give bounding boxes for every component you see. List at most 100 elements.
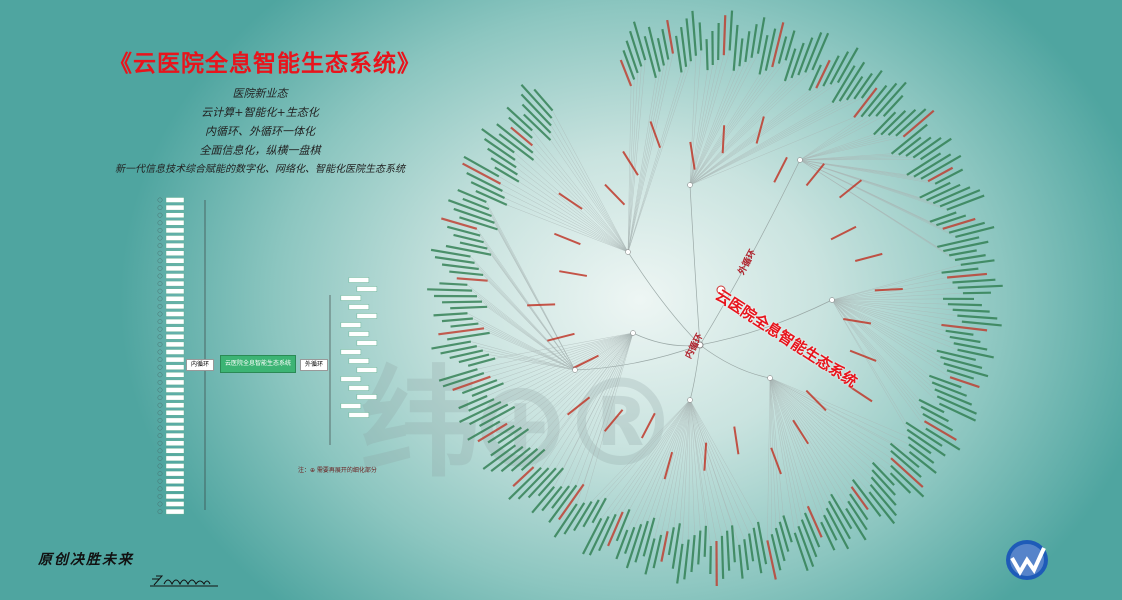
mindmap-leaf <box>165 486 185 492</box>
radial-branch-label <box>558 192 583 210</box>
mindmap-leaf <box>340 403 362 409</box>
radial-edge <box>799 157 914 161</box>
mindmap-expand-icon <box>157 288 163 294</box>
radial-leaf-label <box>860 84 888 118</box>
radial-leaf-label <box>490 428 530 457</box>
mindmap-expand-icon <box>157 235 163 241</box>
mindmap-leaf <box>165 364 185 370</box>
radial-edge <box>831 299 924 415</box>
mindmap-leaf <box>165 204 185 211</box>
radial-edge <box>689 85 824 186</box>
radial-leaf-label <box>661 28 670 60</box>
radial-branch-label <box>838 179 863 199</box>
radial-leaf-label <box>778 521 790 552</box>
radial-leaf-label <box>705 39 709 71</box>
radial-edge <box>799 159 947 210</box>
radial-leaf-label <box>690 535 696 573</box>
radial-edge <box>482 350 576 371</box>
radial-leaf-label <box>905 421 943 447</box>
radial-edge <box>689 59 719 186</box>
radial-edge <box>831 287 958 301</box>
radial-branch-label <box>603 409 624 432</box>
mindmap-leaf <box>165 326 185 332</box>
radial-leaf-label <box>905 136 932 157</box>
radial-edge <box>615 399 691 515</box>
radial-leaf-label <box>908 451 937 474</box>
radial-leaf-label <box>490 157 518 176</box>
mindmap-leaf <box>165 296 185 302</box>
mindmap-leaf <box>165 197 185 203</box>
radial-edge <box>528 332 634 430</box>
radial-edge <box>831 299 942 326</box>
radial-edge <box>769 377 830 502</box>
radial-leaf-label <box>632 21 647 61</box>
radial-edge <box>476 228 576 371</box>
mindmap-expand-icon <box>157 471 163 476</box>
radial-leaf-label <box>477 422 508 443</box>
radial-edge <box>769 377 910 445</box>
mindmap-leaf <box>165 455 185 462</box>
radial-leaf-label <box>860 70 883 99</box>
radial-leaf-label <box>867 82 898 117</box>
radial-leaf-label <box>510 448 539 472</box>
radial-edge <box>799 159 956 261</box>
radial-leaf-label <box>730 525 736 563</box>
mindmap-expand-icon <box>157 296 163 302</box>
radial-hub-node <box>767 375 773 381</box>
mindmap-leaf <box>165 220 185 226</box>
radial-edge <box>576 332 634 486</box>
mindmap-leaf <box>348 331 370 337</box>
radial-leaf-label <box>902 109 935 138</box>
radial-edge <box>799 155 907 161</box>
mindmap-leaf <box>165 303 185 310</box>
radial-edge <box>831 282 953 301</box>
radial-leaf-label <box>598 513 617 552</box>
radial-leaf-label <box>622 49 636 80</box>
radial-leaf-label <box>463 155 500 178</box>
radial-edge <box>504 197 629 253</box>
radial-leaf-label <box>793 532 809 572</box>
radial-leaf-label <box>919 181 951 199</box>
mindmap-leaf <box>165 501 185 507</box>
radial-edge <box>550 132 629 253</box>
mindmap-leaf <box>340 322 362 328</box>
radial-center-node <box>696 341 704 349</box>
radial-edge <box>799 134 889 161</box>
radial-leaf-label <box>758 34 769 75</box>
radial-leaf-label <box>934 168 964 185</box>
radial-leaf-label <box>940 355 983 369</box>
radial-leaf-label <box>949 376 980 389</box>
radial-leaf-label <box>845 507 867 541</box>
radial-edge <box>689 102 833 186</box>
radial-edge <box>550 125 629 253</box>
radial-edge <box>467 313 576 371</box>
radial-edge <box>472 290 576 371</box>
radial-leaf-label <box>908 443 935 464</box>
radial-leaf-label <box>573 500 593 532</box>
mindmap-expand-icon <box>157 303 163 309</box>
radial-branch <box>699 344 771 379</box>
radial-leaf-label <box>936 395 977 415</box>
radial-edge <box>799 136 904 161</box>
radial-leaf-label <box>475 190 508 206</box>
radial-leaf-label <box>853 72 873 100</box>
mindmap-expand-icon <box>157 197 163 203</box>
radial-leaf-label <box>520 448 546 472</box>
slogan: 全面信息化，纵横一盘棋 <box>199 144 321 157</box>
radial-edge <box>769 377 870 493</box>
radial-hub-node <box>687 182 693 188</box>
radial-leaf-label <box>703 525 708 557</box>
radial-edge <box>522 332 634 447</box>
radial-leaf-label <box>629 30 643 67</box>
radial-edge <box>831 299 925 422</box>
radial-leaf-label <box>482 444 517 470</box>
mindmap-leaf <box>356 394 378 400</box>
radial-edge <box>769 377 827 509</box>
radial-edge <box>591 399 691 502</box>
mindmap-leaf <box>356 286 378 292</box>
mindmap-leaf <box>165 250 185 256</box>
radial-leaf-label <box>459 400 502 424</box>
radial-edge <box>530 332 634 449</box>
radial-edge <box>831 299 950 338</box>
poster-title: 《云医院全息智能生态系统》 <box>109 51 421 77</box>
